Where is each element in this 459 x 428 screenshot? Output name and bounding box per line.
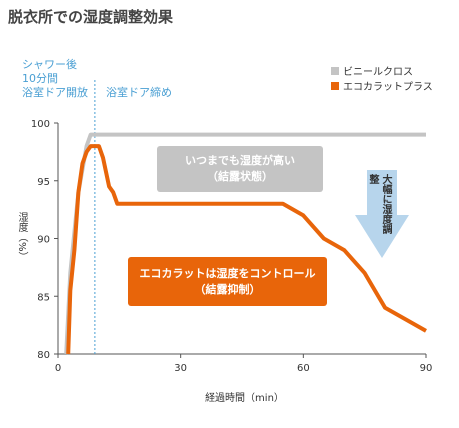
callout-vinyl-line1: いつまでも湿度が高い xyxy=(185,154,295,167)
y-axis-label: 湿度（%） xyxy=(16,212,27,262)
y-tick-label-100: 100 xyxy=(31,119,50,130)
x-tick-label-0: 0 xyxy=(55,363,61,374)
x-tick-label-60: 60 xyxy=(297,363,310,374)
shower-phase-line2: 10分間 xyxy=(22,72,58,85)
legend-swatch-ecocarat xyxy=(331,81,339,90)
x-tick-label-90: 90 xyxy=(420,363,433,374)
y-tick-label-80: 80 xyxy=(37,350,50,361)
legend-item-vinyl: ビニールクロス xyxy=(331,63,433,78)
y-tick-label-90: 90 xyxy=(37,235,50,246)
y-tick-label-85: 85 xyxy=(37,292,50,303)
chart-title: 脱衣所での湿度調整効果 xyxy=(8,8,174,26)
callout-ecocarat: エコカラットは湿度をコントロール （結露抑制） xyxy=(128,257,327,306)
callout-ecocarat-line1: エコカラットは湿度をコントロール xyxy=(139,267,316,280)
callout-vinyl-line2: （結露状態） xyxy=(207,170,273,183)
callout-vinyl: いつまでも湿度が高い （結露状態） xyxy=(157,146,323,192)
legend-swatch-vinyl xyxy=(331,66,339,75)
x-axis-label: 経過時間（min） xyxy=(205,393,284,404)
arrow-annotation-text: 大幅に湿度調整 xyxy=(367,174,391,234)
legend-label-vinyl: ビニールクロス xyxy=(343,67,413,78)
shower-phase-line3: 浴室ドア開放 xyxy=(22,86,88,99)
series-line-ecocarat xyxy=(66,144,427,355)
legend-item-ecocarat: エコカラットプラス xyxy=(331,78,433,93)
door-closed-label: 浴室ドア締め xyxy=(106,86,172,99)
legend: ビニールクロス エコカラットプラス xyxy=(331,63,433,93)
shower-phase-label: シャワー後 10分間 浴室ドア開放 xyxy=(22,58,88,100)
x-tick-label-30: 30 xyxy=(174,363,187,374)
down-arrow-icon xyxy=(355,170,409,258)
legend-label-ecocarat: エコカラットプラス xyxy=(343,82,433,93)
shower-phase-line1: シャワー後 xyxy=(22,58,77,71)
callout-ecocarat-line2: （結露抑制） xyxy=(194,283,261,296)
y-tick-label-95: 95 xyxy=(37,177,50,188)
